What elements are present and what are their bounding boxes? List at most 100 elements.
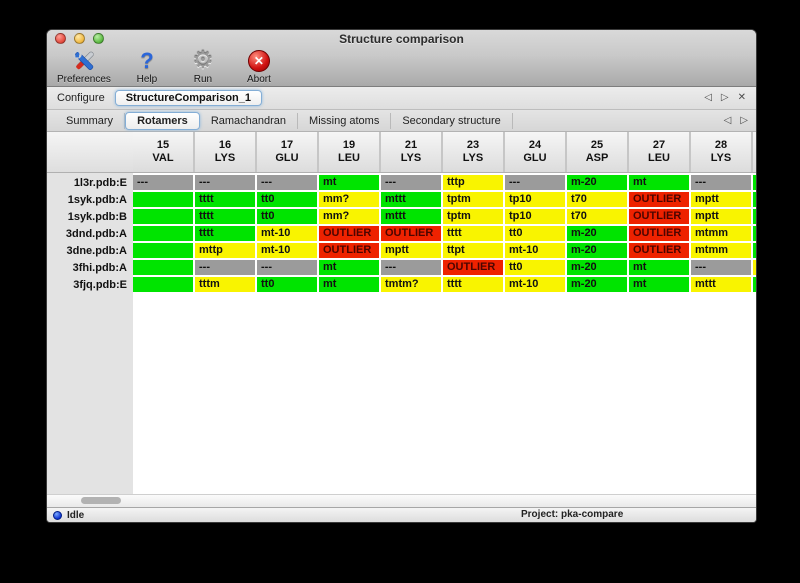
rotamer-cell-1syk-21[interactable]: mttt	[381, 209, 441, 224]
rotamer-cell-1l3r-17[interactable]: ---	[257, 175, 317, 190]
rotamer-cell-3fjq-15[interactable]	[133, 277, 193, 292]
rotamer-cell-3fjq-21[interactable]: tmtm?	[381, 277, 441, 292]
rotamer-cell-3fhi-15[interactable]	[133, 260, 193, 275]
zoom-window-button[interactable]	[93, 33, 104, 44]
minimize-window-button[interactable]	[74, 33, 85, 44]
rotamer-cell-1l3r-28[interactable]: ---	[691, 175, 751, 190]
tab-missing-atoms[interactable]: Missing atoms	[298, 112, 392, 129]
rotamer-cell-1syk-25[interactable]: t70	[567, 192, 627, 207]
rotamer-cell-3dnd-27[interactable]: OUTLIER	[629, 226, 689, 241]
configure-next-icon[interactable]: ▷	[720, 92, 729, 103]
rotamer-cell-3fjq-23[interactable]: tttt	[443, 277, 503, 292]
tabs-next-icon[interactable]: ▷	[740, 114, 748, 126]
rotamer-cell-3fjq-28[interactable]: mttt	[691, 277, 751, 292]
rotamer-cell-3dnd-15[interactable]	[133, 226, 193, 241]
horizontal-scrollbar-thumb[interactable]	[81, 497, 121, 504]
rotamer-cell-3fhi-28[interactable]: ---	[691, 260, 751, 275]
horizontal-scrollbar[interactable]	[47, 494, 756, 507]
abort-button[interactable]: ✕ Abort	[239, 48, 279, 86]
rotamer-cell-1syk-24[interactable]: tp10	[505, 209, 565, 224]
rotamer-cell-3dnd-23[interactable]: tttt	[443, 226, 503, 241]
rotamer-cell-1syk-16[interactable]: tttt	[195, 209, 255, 224]
tabs-prev-icon[interactable]: ◁	[723, 114, 732, 126]
rotamer-cell-1syk-15[interactable]	[133, 209, 193, 224]
rotamer-cell-1syk-24[interactable]: tp10	[505, 192, 565, 207]
rotamer-cell-1l3r-27[interactable]: mt	[629, 175, 689, 190]
rotamer-cell-3dne-24[interactable]: mt-10	[505, 243, 565, 258]
rotamer-cell-3dnd-24[interactable]: tt0	[505, 226, 565, 241]
rotamer-cell-1syk-23[interactable]: tptm	[443, 192, 503, 207]
rotamer-cell-1l3r-24[interactable]: ---	[505, 175, 565, 190]
rotamer-cell-1l3r-23[interactable]: tttp	[443, 175, 503, 190]
rotamer-cell-1syk-27[interactable]: OUTLIER	[629, 209, 689, 224]
rotamer-cell-3dnd-17[interactable]: mt-10	[257, 226, 317, 241]
rotamer-cell-1syk-21[interactable]: mttt	[381, 192, 441, 207]
rotamer-cell-3dnd-25[interactable]: m-20	[567, 226, 627, 241]
toolbar-button-label: Help	[136, 74, 158, 85]
rotamer-cell-1l3r-21[interactable]: ---	[381, 175, 441, 190]
rotamer-cell-3dne-17[interactable]: mt-10	[257, 243, 317, 258]
tab-ramachandran[interactable]: Ramachandran	[200, 112, 299, 129]
configure-tab-structurecomparison-1[interactable]: StructureComparison_1	[114, 90, 263, 106]
rotamer-cell-1l3r-19[interactable]: mt	[319, 175, 379, 190]
rotamer-cell-1syk-19[interactable]: mm?	[319, 209, 379, 224]
help-button[interactable]: ? Help	[127, 48, 167, 86]
rotamer-cell-1l3r-16[interactable]: ---	[195, 175, 255, 190]
configure-close-icon[interactable]: ✕	[737, 92, 746, 103]
column-header-clipped	[753, 132, 756, 172]
rotamer-cell-clipped[interactable]	[753, 209, 756, 224]
rotamer-cell-3fhi-16[interactable]: ---	[195, 260, 255, 275]
rotamer-cell-clipped[interactable]	[753, 192, 756, 207]
rotamer-cell-1syk-17[interactable]: tt0	[257, 209, 317, 224]
rotamer-cell-3fjq-17[interactable]: tt0	[257, 277, 317, 292]
rotamer-cell-3fjq-25[interactable]: m-20	[567, 277, 627, 292]
rotamer-cell-3dnd-21[interactable]: OUTLIER	[381, 226, 441, 241]
rotamer-cell-3dne-25[interactable]: m-20	[567, 243, 627, 258]
rotamer-cell-3fhi-24[interactable]: tt0	[505, 260, 565, 275]
rotamer-cell-3dne-21[interactable]: mptt	[381, 243, 441, 258]
rotamer-cell-1l3r-25[interactable]: m-20	[567, 175, 627, 190]
configure-prev-icon[interactable]: ◁	[704, 92, 712, 103]
rotamer-cell-3dne-16[interactable]: mttp	[195, 243, 255, 258]
rotamer-cell-1syk-28[interactable]: mptt	[691, 192, 751, 207]
preferences-button[interactable]: Preferences	[57, 48, 111, 86]
rotamer-cell-3dne-27[interactable]: OUTLIER	[629, 243, 689, 258]
run-button[interactable]: ⚙ Run	[183, 48, 223, 86]
rotamer-cell-clipped[interactable]	[753, 175, 756, 190]
rotamer-cell-clipped[interactable]	[753, 243, 756, 258]
rotamer-cell-3fhi-17[interactable]: ---	[257, 260, 317, 275]
rotamer-cell-1syk-27[interactable]: OUTLIER	[629, 192, 689, 207]
rotamer-cell-3fhi-25[interactable]: m-20	[567, 260, 627, 275]
rotamer-cell-3dnd-28[interactable]: mtmm	[691, 226, 751, 241]
rotamer-cell-3fhi-27[interactable]: mt	[629, 260, 689, 275]
close-window-button[interactable]	[55, 33, 66, 44]
rotamer-cell-1syk-25[interactable]: t70	[567, 209, 627, 224]
rotamer-cell-1l3r-15[interactable]: ---	[133, 175, 193, 190]
tab-rotamers[interactable]: Rotamers	[125, 111, 200, 130]
rotamer-cell-3dne-15[interactable]	[133, 243, 193, 258]
tab-secondary-structure[interactable]: Secondary structure	[391, 112, 513, 129]
rotamer-cell-3dne-23[interactable]: ttpt	[443, 243, 503, 258]
rotamer-cell-3dne-28[interactable]: mtmm	[691, 243, 751, 258]
rotamer-cell-3fjq-19[interactable]: mt	[319, 277, 379, 292]
rotamer-cell-1syk-19[interactable]: mm?	[319, 192, 379, 207]
tabs-nav: ◁ ▷	[723, 114, 748, 126]
rotamer-cell-3fjq-16[interactable]: tttm	[195, 277, 255, 292]
rotamer-cell-3fjq-27[interactable]: mt	[629, 277, 689, 292]
rotamer-cell-1syk-17[interactable]: tt0	[257, 192, 317, 207]
rotamer-cell-1syk-23[interactable]: tptm	[443, 209, 503, 224]
rotamer-cell-1syk-15[interactable]	[133, 192, 193, 207]
tab-summary[interactable]: Summary	[55, 112, 126, 129]
rotamer-cell-3fhi-21[interactable]: ---	[381, 260, 441, 275]
rotamer-cell-3dnd-19[interactable]: OUTLIER	[319, 226, 379, 241]
rotamer-cell-3fhi-23[interactable]: OUTLIER	[443, 260, 503, 275]
rotamer-cell-1syk-28[interactable]: mptt	[691, 209, 751, 224]
rotamer-cell-3dne-19[interactable]: OUTLIER	[319, 243, 379, 258]
rotamer-cell-1syk-16[interactable]: tttt	[195, 192, 255, 207]
rotamer-cell-clipped[interactable]	[753, 260, 756, 275]
rotamer-cell-clipped[interactable]	[753, 226, 756, 241]
rotamer-cell-3fjq-24[interactable]: mt-10	[505, 277, 565, 292]
rotamer-cell-clipped[interactable]	[753, 277, 756, 292]
rotamer-cell-3fhi-19[interactable]: mt	[319, 260, 379, 275]
rotamer-cell-3dnd-16[interactable]: tttt	[195, 226, 255, 241]
